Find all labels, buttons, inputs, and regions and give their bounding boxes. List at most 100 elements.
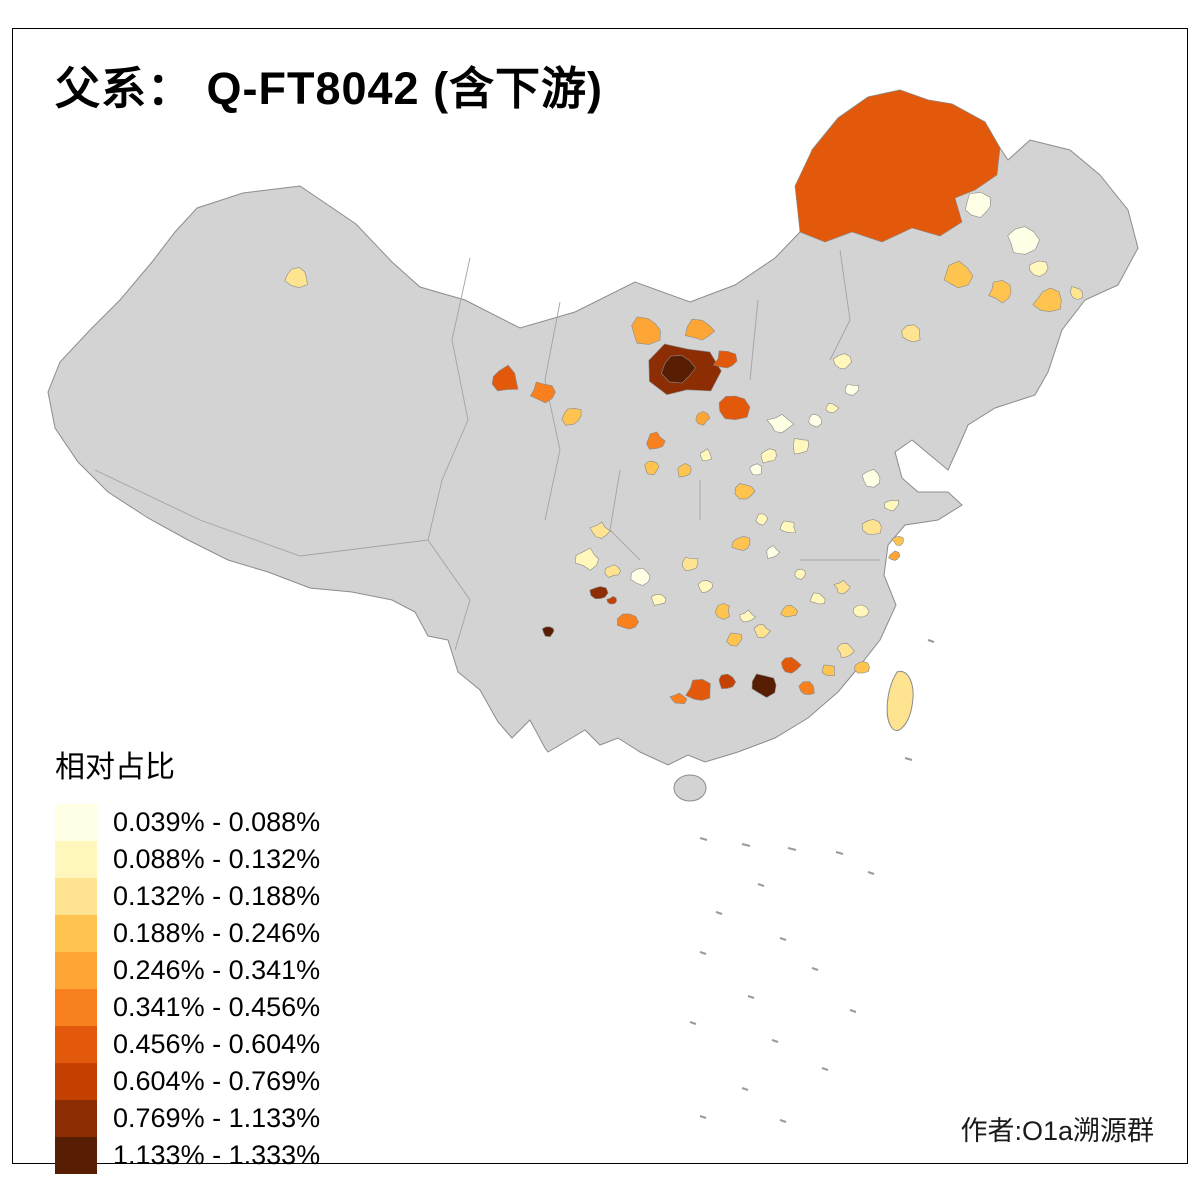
map-region	[574, 547, 599, 571]
map-region	[646, 431, 666, 450]
map-region	[780, 605, 799, 618]
legend-swatch	[55, 915, 97, 952]
map-region	[832, 353, 852, 370]
legend-label: 0.246% - 0.341%	[113, 955, 321, 985]
map-region	[760, 448, 777, 464]
map-region	[1032, 287, 1062, 312]
map-region	[561, 407, 582, 426]
legend-swatch	[55, 1063, 97, 1100]
map-region	[682, 557, 699, 571]
legend-row: 0.039% - 0.088%	[55, 804, 320, 841]
plot-frame	[12, 28, 1188, 1164]
map-region	[491, 364, 519, 392]
legend-swatch	[55, 1026, 97, 1063]
legend-row: 0.132% - 0.188%	[55, 878, 320, 915]
map-region	[726, 632, 743, 647]
province-borders	[94, 249, 880, 651]
legend-label: 0.188% - 0.246%	[113, 918, 321, 948]
map-region	[792, 437, 809, 455]
map-region	[1007, 226, 1040, 255]
legend-row: 1.133% - 1.333%	[55, 1137, 320, 1174]
taiwan-island	[886, 670, 914, 731]
map-region	[825, 403, 840, 414]
map-region	[669, 692, 688, 705]
legend: 相对占比 0.039% - 0.088% 0.088% - 0.132% 0.132…	[55, 742, 320, 1174]
legend-swatch	[55, 1137, 97, 1174]
map-region	[731, 536, 751, 551]
map-region	[697, 580, 713, 594]
map-region	[284, 267, 308, 288]
map-base	[47, 89, 1139, 1123]
map-region	[630, 567, 651, 586]
map-region	[891, 536, 904, 546]
legend-label: 0.769% - 1.133%	[113, 1103, 321, 1133]
map-region	[1070, 286, 1083, 300]
map-region	[901, 324, 921, 343]
colored-regions	[284, 89, 1083, 705]
map-region	[779, 520, 797, 534]
map-region	[753, 624, 771, 639]
map-region	[781, 656, 802, 674]
map-region	[529, 381, 556, 404]
legend-row: 0.088% - 0.132%	[55, 841, 320, 878]
legend-row: 0.246% - 0.341%	[55, 952, 320, 989]
map-region	[718, 395, 751, 421]
map-region	[660, 355, 696, 384]
map-region	[766, 545, 781, 559]
map-region	[766, 414, 795, 434]
map-region	[695, 411, 711, 426]
map-region	[685, 678, 711, 701]
map-region	[718, 673, 737, 689]
map-region	[604, 564, 622, 578]
map-region	[713, 350, 738, 369]
legend-label: 1.133% - 1.333%	[113, 1140, 321, 1170]
map-region	[844, 383, 860, 396]
legend-row: 0.604% - 0.769%	[55, 1063, 320, 1100]
legend-swatch	[55, 1100, 97, 1137]
map-region	[853, 604, 870, 618]
legend-row: 0.341% - 0.456%	[55, 989, 320, 1026]
map-region	[836, 643, 855, 659]
map-region	[884, 499, 900, 512]
map-region	[751, 673, 777, 698]
legend-label: 0.604% - 0.769%	[113, 1066, 321, 1096]
mainland-outline	[47, 89, 1139, 766]
map-region	[644, 460, 660, 476]
hainan-island	[673, 774, 707, 802]
map-region	[715, 603, 731, 620]
legend-swatch	[55, 878, 97, 915]
map-region	[794, 568, 806, 580]
map-region	[808, 413, 822, 428]
map-region	[888, 550, 901, 561]
map-region	[739, 609, 756, 623]
legend-swatch	[55, 989, 97, 1026]
map-region	[734, 483, 756, 500]
legend-row: 0.188% - 0.246%	[55, 915, 320, 952]
map-region	[943, 260, 974, 289]
map-region	[589, 521, 611, 539]
south-china-sea-islands	[689, 639, 935, 1123]
legend-label: 0.088% - 0.132%	[113, 844, 321, 874]
legend-swatch	[55, 804, 97, 841]
map-region	[861, 519, 882, 535]
map-region	[821, 664, 835, 677]
map-region	[606, 596, 617, 605]
legend-label: 0.456% - 0.604%	[113, 1029, 321, 1059]
map-region	[809, 592, 826, 605]
author-credit: 作者:O1a溯源群	[960, 1116, 1154, 1146]
map-region	[853, 661, 870, 674]
map-region	[755, 513, 768, 526]
map-region	[617, 613, 639, 630]
map-region	[749, 463, 762, 476]
map-region	[541, 626, 555, 638]
map-region	[988, 280, 1012, 304]
legend-row: 0.456% - 0.604%	[55, 1026, 320, 1063]
map-region	[699, 448, 712, 461]
map-region	[861, 469, 881, 488]
map-region	[589, 586, 609, 600]
legend-rows: 0.039% - 0.088% 0.088% - 0.132% 0.132% - 0…	[55, 804, 320, 1174]
legend-swatch	[55, 952, 97, 989]
legend-label: 0.341% - 0.456%	[113, 992, 321, 1022]
